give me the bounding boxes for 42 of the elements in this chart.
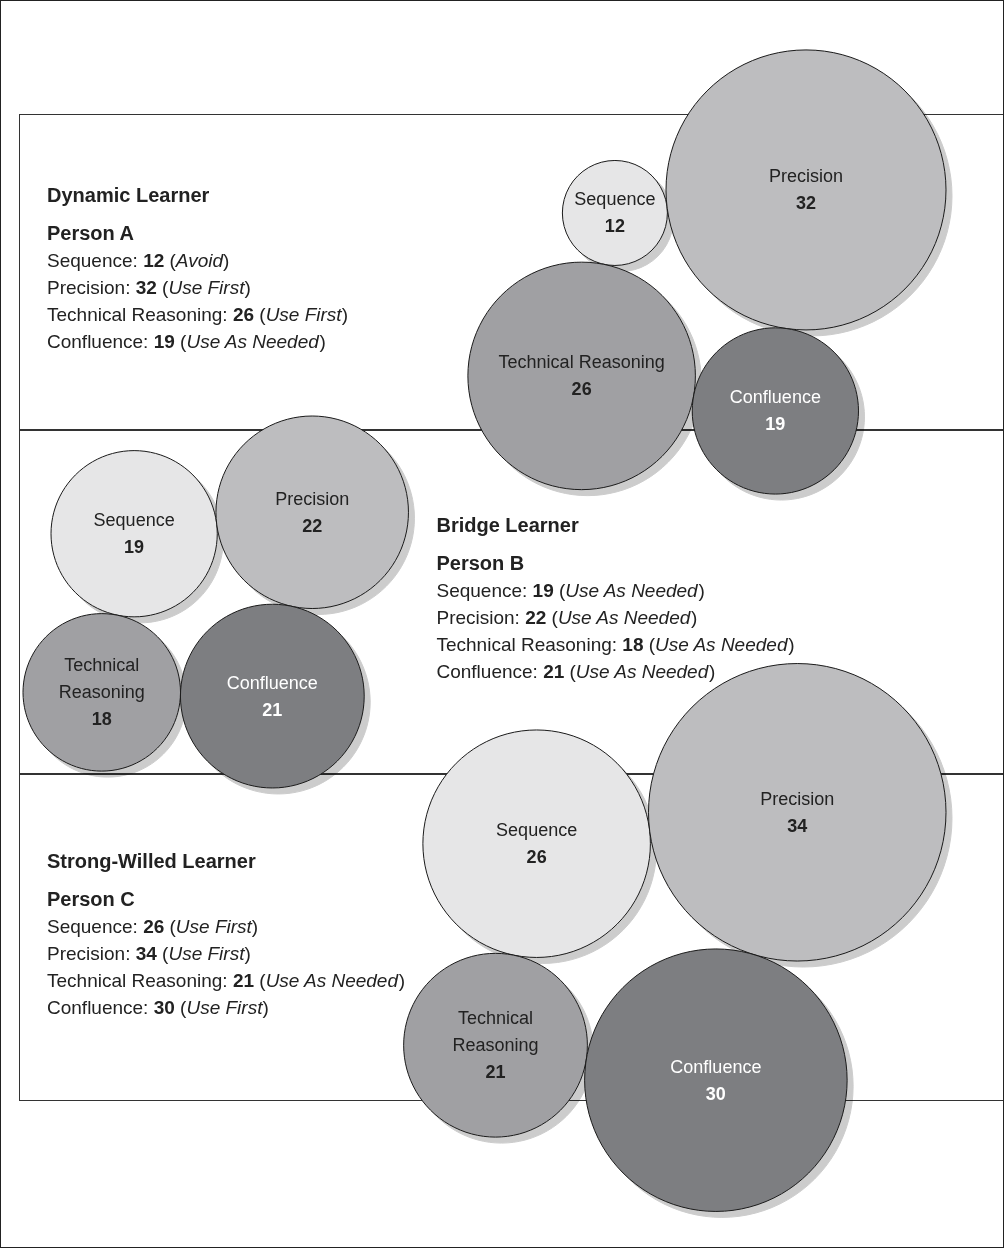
category-label: Precision bbox=[275, 488, 350, 509]
category-label: Technical Reasoning bbox=[498, 352, 665, 373]
data-label: 18 bbox=[91, 709, 112, 730]
text: Precision: 34 (Use First) bbox=[47, 942, 251, 964]
text: Confluence: 19 (Use As Needed) bbox=[47, 331, 326, 352]
data-label: 32 bbox=[795, 193, 817, 214]
data-label: 21 bbox=[262, 699, 283, 720]
text: Sequence: 12 (Avoid) bbox=[47, 250, 230, 271]
data-label: 19 bbox=[765, 414, 786, 435]
text: Precision: 32 (Use First) bbox=[47, 277, 251, 298]
text: Person C bbox=[47, 887, 135, 910]
data-label: 26 bbox=[571, 379, 592, 400]
category-label: Precision bbox=[768, 166, 844, 187]
category-label: Sequence bbox=[496, 820, 578, 841]
data-label: 34 bbox=[787, 815, 808, 836]
text: Strong-Willed Learner bbox=[47, 849, 256, 872]
text: Confluence: 21 (Use As Needed) bbox=[436, 661, 716, 682]
category-label: Confluence bbox=[670, 1056, 762, 1077]
data-label: 12 bbox=[604, 216, 625, 237]
text: Precision: 22 (Use As Needed) bbox=[436, 607, 698, 628]
text: Dynamic Learner bbox=[47, 184, 210, 206]
text: Technical Reasoning: 18 (Use As Needed) bbox=[436, 634, 795, 655]
category-label: Sequence bbox=[574, 189, 656, 210]
text: Person A bbox=[47, 222, 135, 244]
data-label: 30 bbox=[705, 1083, 726, 1104]
category-label: Precision bbox=[760, 788, 835, 809]
category-label: Confluence bbox=[729, 387, 821, 408]
data-label: 26 bbox=[526, 847, 547, 868]
data-label: 22 bbox=[302, 515, 323, 536]
text: Sequence: 19 (Use As Needed) bbox=[436, 580, 705, 601]
data-label: 21 bbox=[485, 1062, 506, 1083]
text: Sequence: 26 (Use First) bbox=[47, 915, 259, 937]
text: Person B bbox=[436, 552, 525, 574]
text: Confluence: 30 (Use First) bbox=[47, 996, 269, 1018]
category-label: Sequence bbox=[93, 510, 175, 531]
text: Bridge Learner bbox=[436, 514, 579, 536]
category-label: Confluence bbox=[226, 672, 318, 693]
text: Technical Reasoning: 21 (Use As Needed) bbox=[47, 969, 406, 991]
text: Technical Reasoning: 26 (Use First) bbox=[47, 304, 348, 325]
category-label: Technical Reasoning bbox=[58, 655, 145, 703]
data-label: 19 bbox=[124, 537, 145, 558]
category-label: Technical Reasoning bbox=[452, 1008, 539, 1056]
